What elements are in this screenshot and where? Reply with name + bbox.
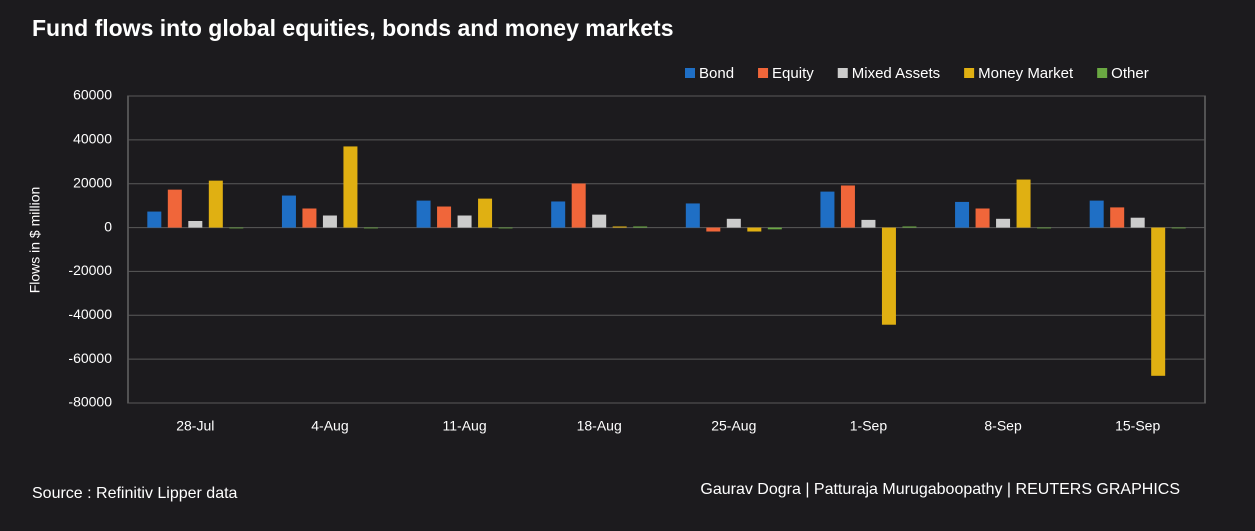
bar — [767, 227, 782, 230]
bar — [167, 189, 182, 228]
x-tick-label: 25-Aug — [711, 418, 756, 434]
bar — [437, 206, 452, 228]
bar — [881, 227, 896, 325]
bar — [457, 215, 472, 228]
bar — [726, 218, 741, 228]
x-tick-label: 4-Aug — [311, 418, 348, 434]
legend-swatch — [837, 68, 848, 78]
bar — [1171, 227, 1186, 229]
x-tick-label: 11-Aug — [443, 418, 487, 434]
chart-title: Fund flows into global equities, bonds a… — [32, 15, 674, 41]
bar — [955, 201, 970, 228]
bar — [571, 183, 586, 228]
source-note: Source : Refinitiv Lipper data — [32, 485, 238, 502]
bar — [188, 220, 203, 228]
bar — [1089, 200, 1104, 228]
bar — [633, 226, 648, 228]
x-tick-label: 18-Aug — [577, 418, 622, 434]
legend-swatch — [758, 68, 769, 78]
x-tick-label: 15-Sep — [1115, 418, 1160, 434]
bar — [861, 219, 876, 228]
legend-label: Money Market — [978, 65, 1074, 82]
y-axis-label: Flows in $ million — [27, 187, 43, 294]
y-tick-label: 60000 — [73, 87, 112, 103]
credit-note: Gaurav Dogra | Patturaja Murugaboopathy … — [700, 481, 1180, 498]
bar — [498, 227, 513, 229]
bar — [363, 227, 378, 229]
x-tick-label: 28-Jul — [176, 418, 214, 434]
legend-label: Equity — [772, 65, 814, 82]
plot-frame — [127, 95, 1206, 404]
legend-swatch — [1097, 68, 1108, 78]
bar — [1110, 207, 1125, 228]
bar — [322, 215, 337, 228]
y-tick-label: -20000 — [68, 262, 112, 278]
x-tick-label: 1-Sep — [850, 418, 888, 434]
bar — [416, 200, 431, 228]
bar — [706, 227, 721, 232]
y-tick-label: -60000 — [68, 350, 112, 366]
legend-label: Mixed Assets — [852, 65, 940, 82]
legend-label: Bond — [699, 65, 734, 82]
legend-label: Other — [1111, 65, 1149, 82]
bar — [281, 195, 296, 228]
bar — [343, 146, 358, 228]
y-tick-label: 20000 — [73, 174, 112, 190]
bar — [1016, 179, 1031, 228]
bar — [840, 185, 855, 228]
x-tick-label: 8-Sep — [984, 418, 1022, 434]
y-tick-label: -80000 — [68, 394, 112, 410]
bar — [996, 218, 1011, 228]
bar — [902, 226, 917, 228]
y-tick-label: -40000 — [68, 306, 112, 322]
bar — [208, 180, 223, 228]
bar — [820, 191, 835, 228]
legend-swatch — [964, 68, 975, 78]
bar — [685, 203, 700, 228]
bar — [302, 208, 317, 228]
bar — [1151, 227, 1166, 376]
bar — [612, 226, 627, 228]
bar — [229, 227, 244, 229]
legend-swatch — [685, 68, 695, 78]
bar — [975, 208, 990, 228]
bar — [551, 201, 566, 228]
y-tick-label: 40000 — [73, 131, 112, 147]
bar — [592, 214, 607, 228]
bar — [147, 211, 162, 228]
bar — [1037, 227, 1052, 229]
bar — [747, 227, 762, 232]
bar — [478, 198, 493, 228]
bar — [1130, 217, 1145, 228]
y-tick-label: 0 — [104, 218, 112, 234]
